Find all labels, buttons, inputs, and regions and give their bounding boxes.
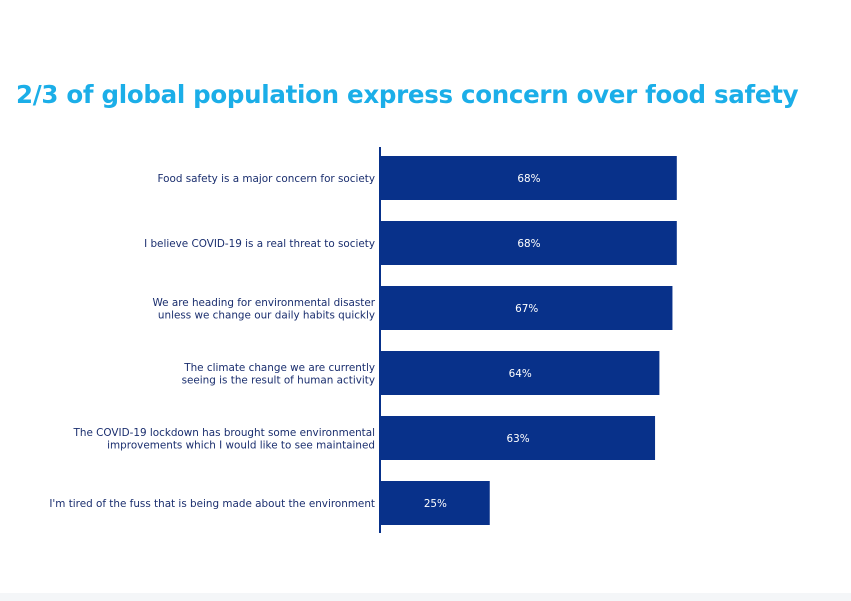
category-label-line: We are heading for environmental disaste… xyxy=(152,297,375,309)
category-label-line: Food safety is a major concern for socie… xyxy=(158,173,375,185)
category-label-line: unless we change our daily habits quickl… xyxy=(158,309,375,321)
category-label-line: improvements which I would like to see m… xyxy=(107,439,375,451)
category-label-1: Food safety is a major concern for socie… xyxy=(158,173,375,185)
category-label-line: seeing is the result of human activity xyxy=(182,374,375,386)
bar-value-label-1: 68% xyxy=(517,173,540,185)
bar-value-label-3: 67% xyxy=(515,303,538,315)
bar-2 xyxy=(381,221,677,265)
bars-layer: 68% 68% 67% 64% 63% 25% xyxy=(381,156,677,525)
bar-3 xyxy=(381,286,673,330)
category-label-3: We are heading for environmental disaste… xyxy=(152,297,375,322)
category-label-2: I believe COVID-19 is a real threat to s… xyxy=(144,238,375,250)
category-label-line: The COVID-19 lockdown has brought some e… xyxy=(73,427,375,439)
bar-value-label-4: 64% xyxy=(509,368,532,380)
chart-title: 2/3 of global population express concern… xyxy=(16,80,799,109)
bar-6 xyxy=(381,481,490,525)
category-labels: Food safety is a major concern for socie… xyxy=(49,173,375,510)
category-label-6: I'm tired of the fuss that is being made… xyxy=(49,498,375,510)
category-label-line: The climate change we are currently xyxy=(183,362,375,374)
bar-1 xyxy=(381,156,677,200)
category-label-4: The climate change we are currently seein… xyxy=(182,362,375,387)
bar-value-label-2: 68% xyxy=(517,238,540,250)
bar-5 xyxy=(381,416,656,460)
category-label-line: I'm tired of the fuss that is being made… xyxy=(49,498,375,510)
bar-value-label-6: 25% xyxy=(424,498,447,510)
category-label-line: I believe COVID-19 is a real threat to s… xyxy=(144,238,375,250)
category-label-5: The COVID-19 lockdown has brought some e… xyxy=(73,427,375,452)
bar-value-label-5: 63% xyxy=(506,433,529,445)
bar-4 xyxy=(381,351,660,395)
footer-strip xyxy=(0,593,851,601)
